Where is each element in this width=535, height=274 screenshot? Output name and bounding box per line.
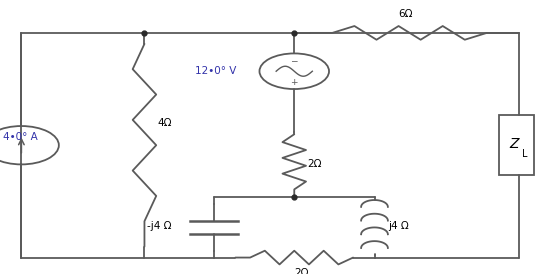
Text: 2Ω: 2Ω: [308, 159, 322, 169]
Text: +: +: [291, 78, 298, 87]
Text: 6Ω: 6Ω: [399, 9, 413, 19]
Text: L: L: [522, 149, 527, 159]
Text: 12•0° V: 12•0° V: [195, 66, 236, 76]
Text: 2Ω: 2Ω: [294, 268, 309, 274]
Text: −: −: [291, 56, 298, 65]
Text: 4•0° A: 4•0° A: [3, 132, 37, 142]
Text: j4 Ω: j4 Ω: [388, 221, 409, 231]
Bar: [499, 115, 534, 175]
Text: 4Ω: 4Ω: [158, 118, 172, 128]
Text: Z: Z: [509, 137, 518, 151]
Text: -j4 Ω: -j4 Ω: [147, 221, 172, 231]
